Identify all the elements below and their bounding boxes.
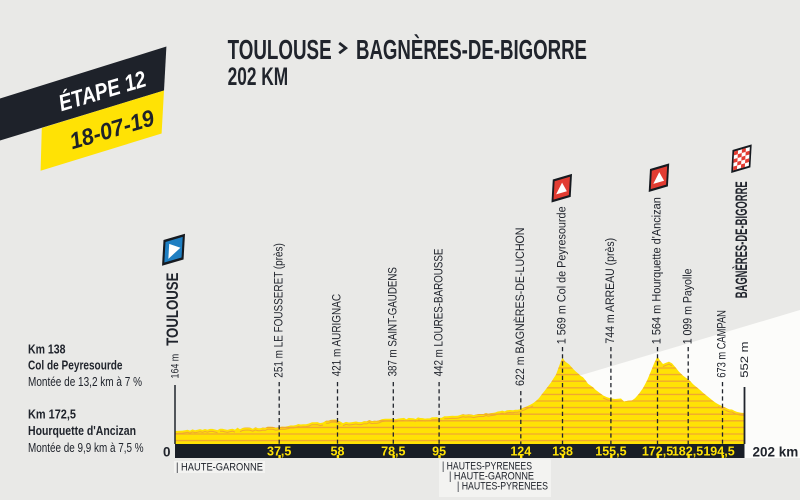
svg-text:BAGNÈRES-DE-BIGORRE: BAGNÈRES-DE-BIGORRE bbox=[356, 34, 587, 65]
svg-text:202 KM: 202 KM bbox=[228, 63, 289, 91]
svg-text:0: 0 bbox=[163, 444, 171, 459]
svg-text:251 m LE FOUSSERET (près): 251 m LE FOUSSERET (près) bbox=[271, 243, 285, 378]
svg-text:164 m: 164 m bbox=[170, 354, 182, 379]
svg-text:138: 138 bbox=[552, 444, 573, 458]
svg-text:421 m AURIGNAC: 421 m AURIGNAC bbox=[330, 294, 344, 377]
svg-text:Hourquette d'Ancizan: Hourquette d'Ancizan bbox=[28, 424, 136, 438]
svg-text:Km 172,5: Km 172,5 bbox=[28, 408, 76, 422]
svg-text:TOULOUSE: TOULOUSE bbox=[164, 272, 182, 345]
svg-text:744 m ARREAU (près): 744 m ARREAU (près) bbox=[603, 238, 617, 344]
svg-text:172,5: 172,5 bbox=[642, 444, 673, 458]
svg-text:1 564 m Hourquette d'Ancizan: 1 564 m Hourquette d'Ancizan bbox=[650, 197, 664, 344]
svg-text:552 m: 552 m bbox=[739, 341, 751, 377]
svg-text:58: 58 bbox=[331, 444, 345, 458]
svg-text:202 km: 202 km bbox=[753, 445, 799, 460]
svg-text:78,5: 78,5 bbox=[381, 444, 405, 458]
svg-text:TOULOUSE: TOULOUSE bbox=[228, 34, 332, 65]
svg-text:124: 124 bbox=[510, 444, 531, 458]
svg-text:387 m SAINT-GAUDENS: 387 m SAINT-GAUDENS bbox=[386, 267, 400, 376]
svg-text:Km 138: Km 138 bbox=[28, 343, 66, 357]
svg-text:155,5: 155,5 bbox=[595, 444, 626, 458]
svg-text:| HAUTE-GARONNE: | HAUTE-GARONNE bbox=[449, 471, 534, 483]
svg-text:1 099 m Payolle: 1 099 m Payolle bbox=[680, 268, 694, 344]
svg-text:Montée de 9,9 km à 7,5 %: Montée de 9,9 km à 7,5 % bbox=[28, 441, 144, 455]
svg-text:182,5: 182,5 bbox=[672, 444, 703, 458]
svg-text:95: 95 bbox=[432, 444, 446, 458]
svg-text:194,5: 194,5 bbox=[703, 444, 734, 458]
svg-text:Montée de 13,2 km à 7 %: Montée de 13,2 km à 7 % bbox=[28, 375, 142, 389]
svg-text:1 569 m Col de Peyresourde: 1 569 m Col de Peyresourde bbox=[555, 206, 569, 344]
svg-text:622 m BAGNÈRES-DE-LUCHON: 622 m BAGNÈRES-DE-LUCHON bbox=[512, 228, 527, 387]
svg-text:37,5: 37,5 bbox=[267, 444, 291, 458]
svg-text:Col de Peyresourde: Col de Peyresourde bbox=[28, 359, 123, 373]
svg-text:BAGNÈRES-DE-BIGORRE: BAGNÈRES-DE-BIGORRE bbox=[732, 181, 751, 298]
svg-text:673 m CAMPAN: 673 m CAMPAN bbox=[715, 310, 729, 378]
svg-text:| HAUTE-GARONNE: | HAUTE-GARONNE bbox=[176, 461, 263, 473]
svg-text:| HAUTES-PYRENEES: | HAUTES-PYRENEES bbox=[442, 461, 532, 473]
svg-text:| HAUTES-PYRENEES: | HAUTES-PYRENEES bbox=[457, 481, 548, 493]
svg-text:442 m LOURES-BAROUSSE: 442 m LOURES-BAROUSSE bbox=[431, 249, 445, 377]
